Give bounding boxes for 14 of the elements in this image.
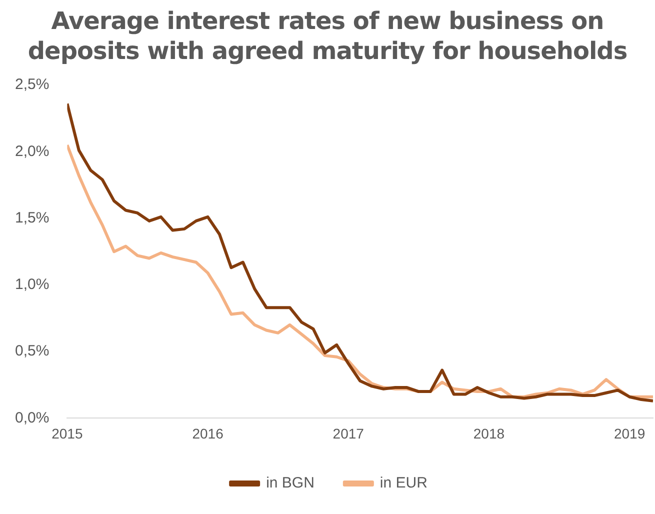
x-tick-label: 2019 [614, 425, 646, 442]
y-tick-label: 1,0% [14, 276, 50, 294]
x-tick-label: 2015 [52, 425, 83, 442]
y-tick-label: 1,5% [14, 209, 50, 226]
y-tick-label: 2,5% [14, 76, 50, 94]
y-tick-label: 0,0% [14, 409, 50, 426]
x-tick-label: 2018 [473, 425, 505, 442]
legend-label: in EUR [380, 474, 428, 492]
x-tick-label: 2016 [192, 425, 224, 442]
x-tick-label: 2017 [332, 425, 364, 442]
legend-label: in BGN [266, 474, 314, 492]
y-tick-label: 0,5% [14, 342, 50, 360]
chart-title: Average interest rates of new business on deposits with agreed maturity for households [28, 6, 628, 66]
y-tick-label: 2,0% [14, 142, 50, 160]
